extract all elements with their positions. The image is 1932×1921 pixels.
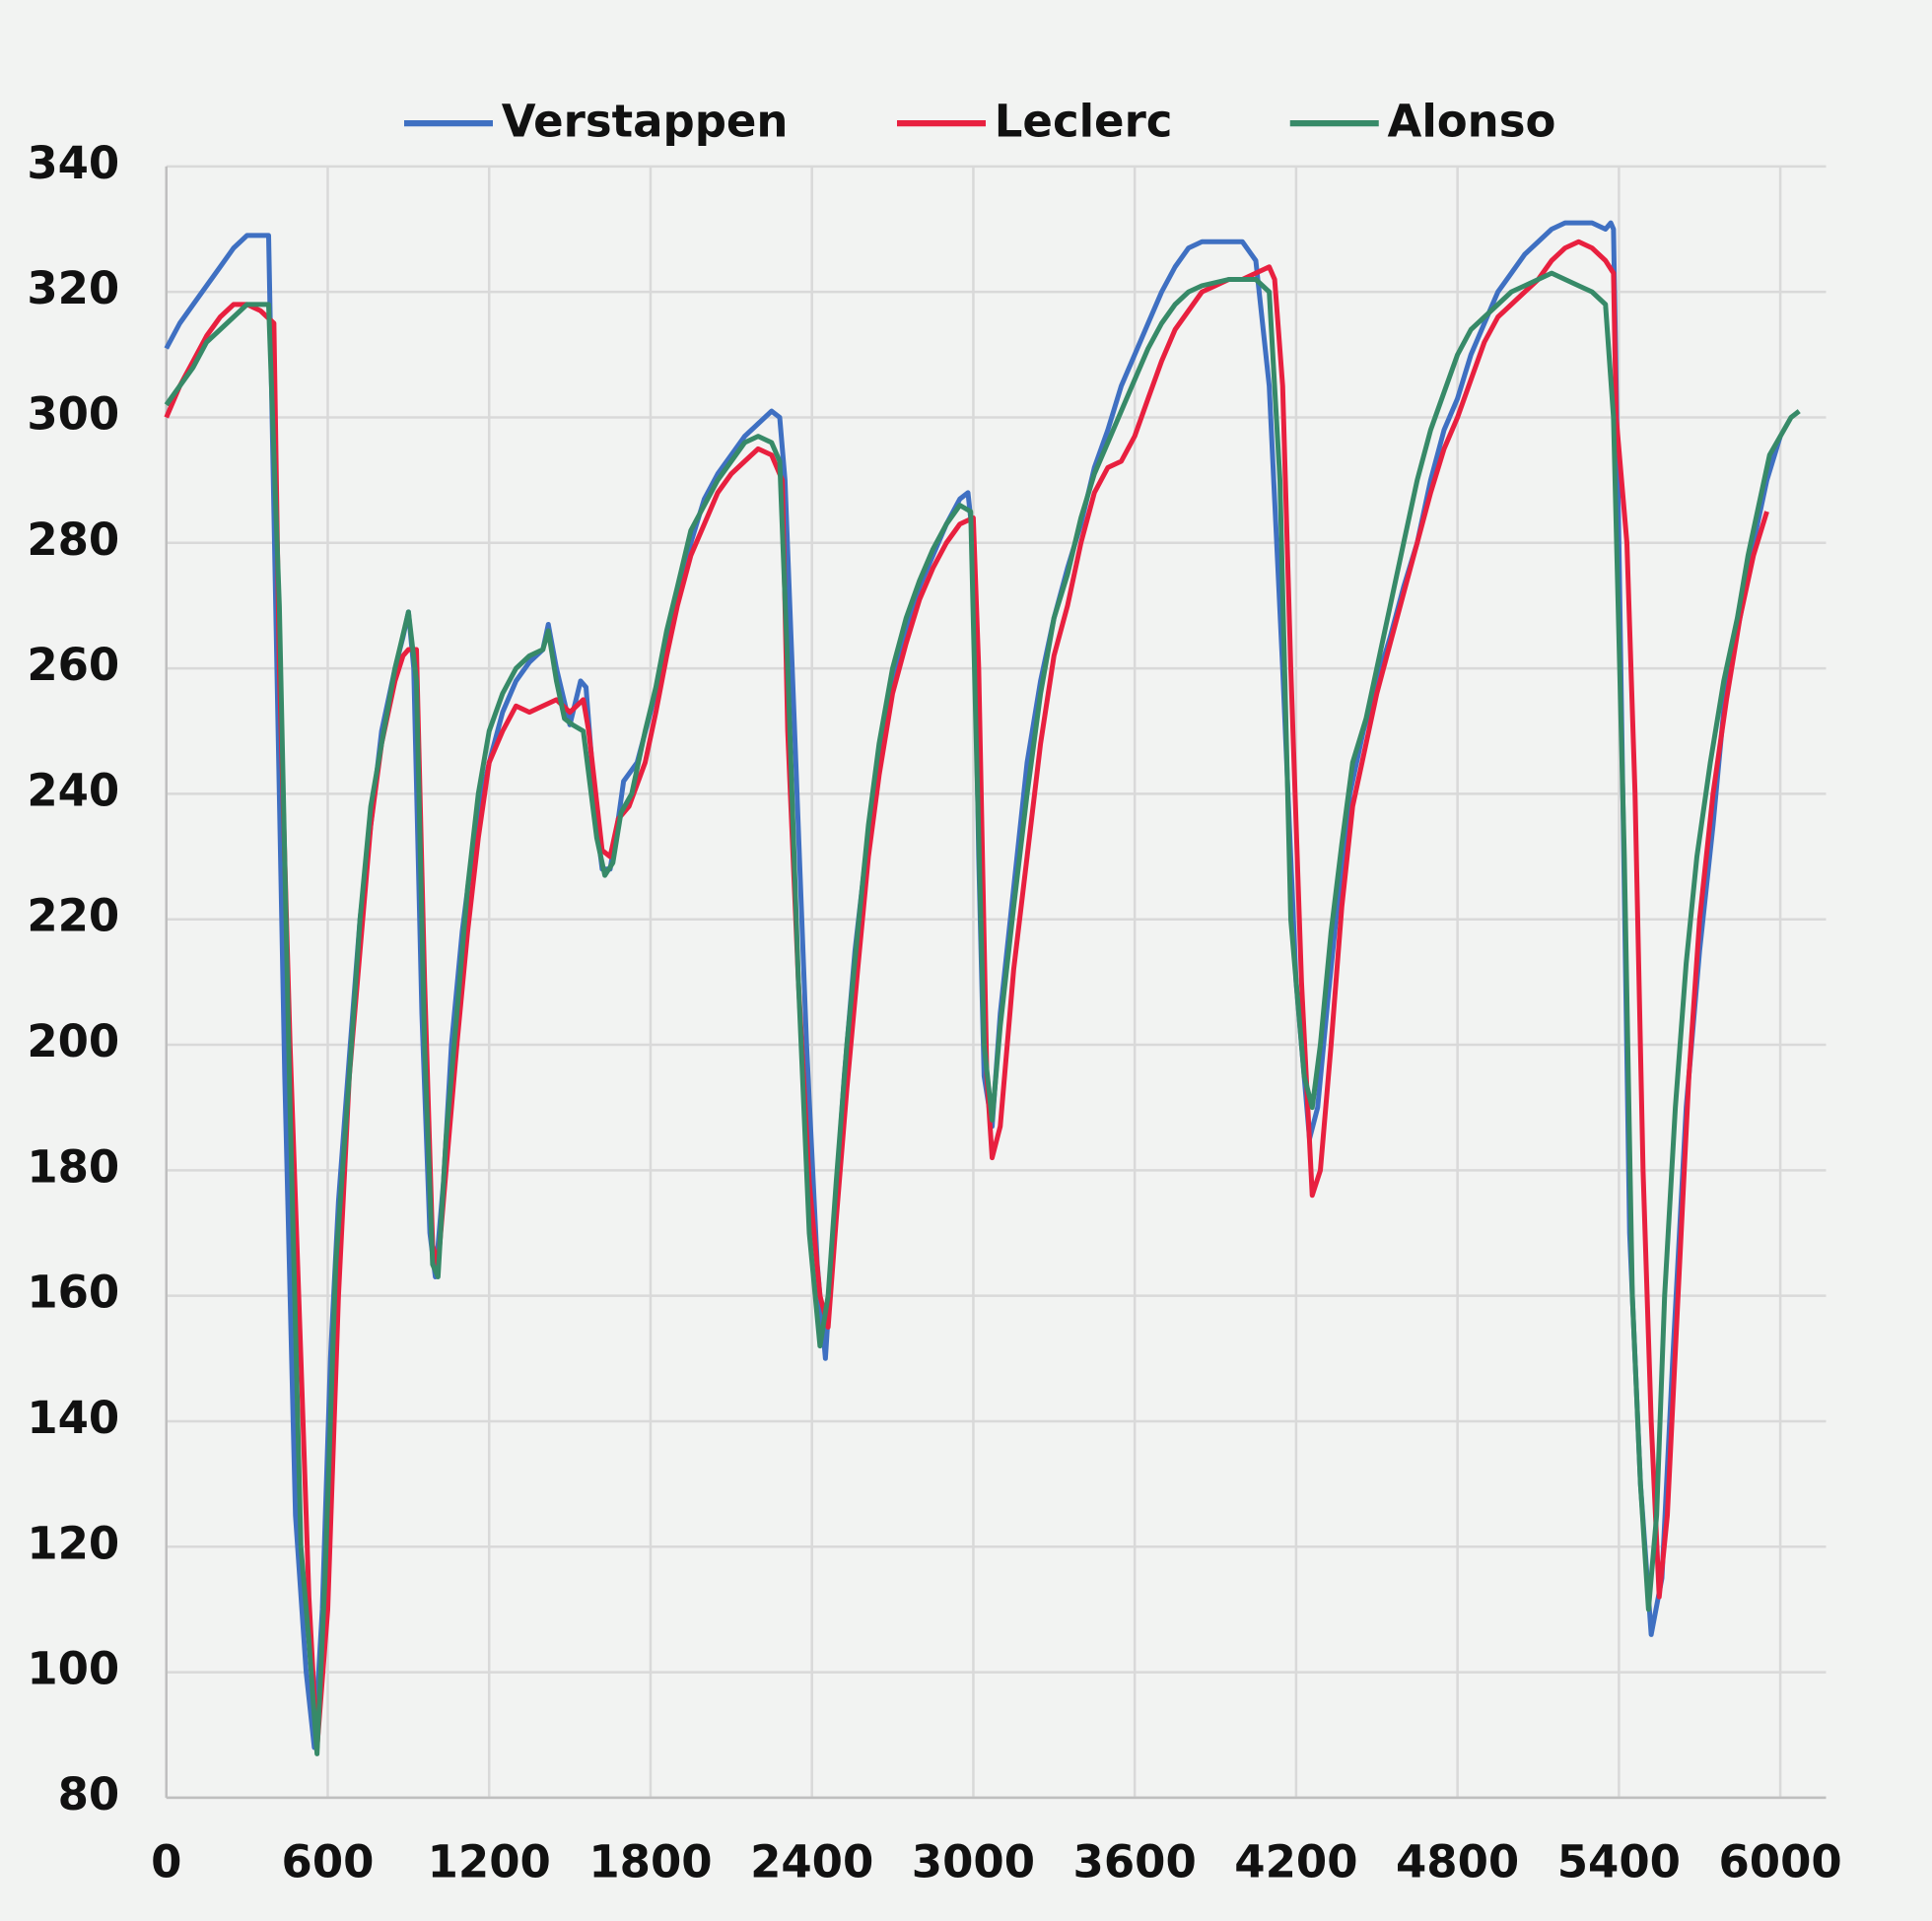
legend-label: Alonso <box>1388 95 1556 147</box>
x-tick-label: 1800 <box>588 1836 712 1888</box>
y-tick-label: 160 <box>27 1267 119 1319</box>
x-tick-label: 6000 <box>1718 1836 1841 1888</box>
y-tick-label: 240 <box>27 764 119 816</box>
y-tick-label: 300 <box>27 387 119 440</box>
x-tick-label: 1200 <box>428 1836 551 1888</box>
y-tick-label: 80 <box>58 1768 120 1820</box>
y-tick-label: 340 <box>27 137 119 189</box>
y-tick-label: 280 <box>27 514 119 566</box>
y-tick-label: 320 <box>27 262 119 314</box>
y-tick-label: 120 <box>27 1517 119 1569</box>
series-line <box>164 239 1769 1750</box>
y-tick-label: 140 <box>27 1392 119 1444</box>
x-tick-label: 4200 <box>1234 1836 1357 1888</box>
series-line <box>164 270 1801 1756</box>
x-tick-label: 3000 <box>912 1836 1035 1888</box>
x-tick-label: 600 <box>282 1836 375 1888</box>
x-tick-label: 0 <box>151 1836 181 1888</box>
x-tick-label: 2400 <box>750 1836 873 1888</box>
legend-label: Verstappen <box>502 95 789 147</box>
y-tick-label: 200 <box>27 1015 119 1067</box>
x-tick-label: 5400 <box>1557 1836 1681 1888</box>
x-tick-label: 4800 <box>1396 1836 1519 1888</box>
y-tick-label: 180 <box>27 1140 119 1193</box>
x-tick-label: 3600 <box>1073 1836 1197 1888</box>
legend-label: Leclerc <box>995 95 1173 147</box>
y-tick-label: 100 <box>27 1643 119 1695</box>
y-tick-label: 220 <box>27 890 119 942</box>
y-tick-label: 260 <box>27 639 119 691</box>
